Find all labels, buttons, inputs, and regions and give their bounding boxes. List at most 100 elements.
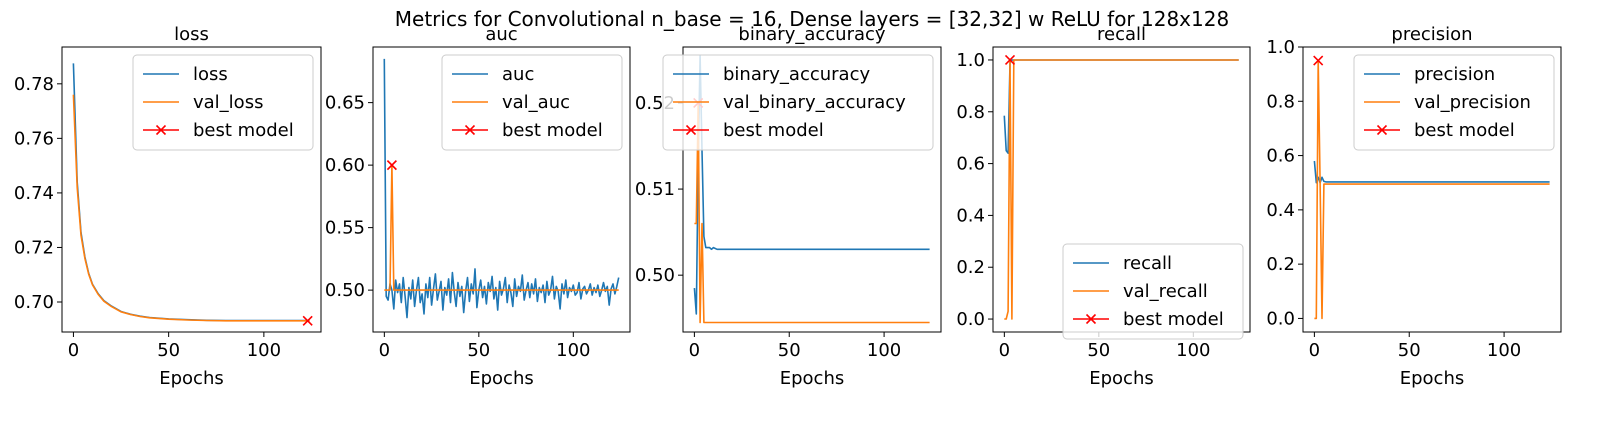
legend-box: [132, 54, 314, 151]
legend-box: [441, 54, 623, 151]
legend-box: [1062, 243, 1244, 340]
legend-best-marker: [1085, 313, 1097, 325]
legend-label: val_loss: [193, 92, 263, 113]
axes-frame: [61, 46, 322, 333]
legend-label: best model: [1414, 120, 1515, 141]
x-axis-label: Epochs: [159, 368, 224, 389]
best-model-marker: [302, 315, 313, 326]
legend-best-marker: [464, 124, 476, 136]
legend-label: binary_accuracy: [723, 64, 870, 85]
series-line-val-auc: [384, 164, 619, 291]
legend-box: [662, 54, 934, 151]
axes-frame: [372, 46, 631, 333]
x-axis-label: Epochs: [1089, 368, 1154, 389]
series-line-val-recall: [1004, 59, 1239, 320]
legend-best-marker: [1376, 124, 1388, 136]
plot-area: [72, 63, 310, 322]
y-tick-label: 0.4: [956, 205, 985, 226]
x-tick-label: 50: [1087, 340, 1110, 361]
chart-title: loss: [174, 24, 209, 45]
best-model-marker: [386, 160, 397, 171]
legend-label: best model: [1123, 309, 1224, 330]
y-tick-label: 0.70: [14, 292, 54, 313]
plot-area: [1313, 59, 1550, 320]
axes-frame: [1302, 46, 1562, 333]
y-tick-label: 0.65: [325, 93, 365, 114]
y-tick-label: 0.51: [635, 179, 675, 200]
chart-title: binary_accuracy: [738, 24, 885, 45]
legend-label: best model: [723, 120, 824, 141]
y-tick-label: 0.72: [14, 237, 54, 258]
chart-title: precision: [1391, 24, 1472, 45]
best-model-marker: [1004, 54, 1016, 66]
plot-area: [383, 58, 620, 319]
legend-label: auc: [502, 64, 534, 85]
chart-panel-auc: auc 0 50 100 0.50 0.55 0.60 0.65 Epochs auc val_au…: [325, 24, 631, 389]
legend-box: [1353, 54, 1555, 151]
y-tick-label: 0.0: [1266, 308, 1295, 329]
chart-panel-recall: recall 0 50 100 0.0 0.2 0.4 0.6 0.8 1.0 Epochs reca…: [956, 24, 1251, 389]
x-tick-label: 50: [467, 340, 490, 361]
x-tick-label: 0: [1309, 340, 1320, 361]
y-tick-label: 0.76: [14, 128, 54, 149]
x-tick-label: 0: [379, 340, 390, 361]
legend-best-marker: [155, 124, 167, 136]
y-tick-label: 1.0: [956, 50, 985, 71]
legend-best-marker: [685, 124, 697, 136]
x-tick-label: 50: [778, 340, 801, 361]
y-tick-label: 0.6: [956, 154, 985, 175]
x-axis-label: Epochs: [1400, 368, 1465, 389]
x-tick-label: 0: [689, 340, 700, 361]
x-tick-label: 100: [556, 340, 590, 361]
y-tick-label: 0.78: [14, 74, 54, 95]
series-line-val-loss: [72, 94, 310, 322]
series-line-auc: [383, 58, 620, 319]
y-tick-label: 0.55: [325, 218, 365, 239]
y-tick-label: 0.8: [956, 102, 985, 123]
legend-label: val_precision: [1414, 92, 1531, 113]
y-tick-label: 0.4: [1266, 200, 1295, 221]
legend-label: val_recall: [1123, 281, 1208, 302]
x-tick-label: 100: [247, 340, 281, 361]
legend-label: best model: [193, 120, 294, 141]
x-tick-label: 50: [1398, 340, 1421, 361]
series-line-precision: [1313, 160, 1550, 184]
legend-label: recall: [1123, 253, 1172, 274]
legend-label: loss: [193, 64, 228, 85]
legend-label: precision: [1414, 64, 1495, 85]
legend-label: val_auc: [502, 92, 570, 113]
y-tick-label: 0.74: [14, 183, 54, 204]
y-tick-label: 0.60: [325, 155, 365, 176]
figure-suptitle: Metrics for Convolutional n_base = 16, D…: [395, 7, 1229, 31]
y-tick-label: 0.50: [635, 265, 675, 286]
x-tick-label: 100: [867, 340, 901, 361]
y-tick-label: 0.8: [1266, 91, 1295, 112]
x-tick-label: 100: [1487, 340, 1521, 361]
chart-panel-precision: precision 0 50 100 0.0 0.2 0.4 0.6 0.8 1.0 Epochs p…: [1266, 24, 1562, 389]
x-tick-label: 0: [999, 340, 1010, 361]
x-tick-label: 50: [157, 340, 180, 361]
plot-area: [1003, 59, 1239, 320]
chart-title: recall: [1097, 24, 1146, 45]
y-tick-label: 0.50: [325, 280, 365, 301]
y-tick-label: 0.2: [1266, 254, 1295, 275]
y-tick-label: 0.2: [956, 257, 985, 278]
x-tick-label: 0: [68, 340, 79, 361]
best-model-marker: [1313, 55, 1324, 66]
legend-label: best model: [502, 120, 603, 141]
chart-title: auc: [485, 24, 517, 45]
chart-panel-loss: loss 0 50 100 0.70 0.72 0.74 0.76 0.78 Epochs loss…: [14, 24, 322, 389]
x-tick-label: 100: [1176, 340, 1210, 361]
series-line-val-binary-accuracy: [694, 102, 930, 324]
x-axis-label: Epochs: [780, 368, 845, 389]
y-tick-label: 0.6: [1266, 146, 1295, 167]
series-line-val-precision: [1314, 59, 1550, 320]
